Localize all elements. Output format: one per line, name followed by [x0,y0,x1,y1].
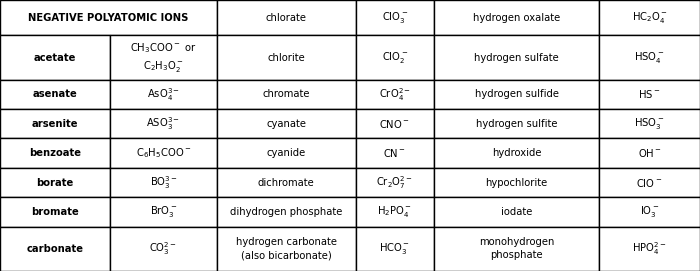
Text: $\mathregular{ClO^-}$: $\mathregular{ClO^-}$ [636,177,663,189]
Bar [434,0,599,36]
Text: iodate: iodate [501,207,532,217]
Bar [356,168,434,197]
Text: $\mathregular{Cr_2O_7^{2-}}$: $\mathregular{Cr_2O_7^{2-}}$ [377,174,413,191]
Text: dihydrogen phosphate: dihydrogen phosphate [230,207,342,217]
Text: $\mathregular{BrO_3^-}$: $\mathregular{BrO_3^-}$ [150,204,177,220]
Bar [110,227,217,271]
Bar [599,138,700,168]
Bar [0,138,110,168]
Bar [356,109,434,138]
Text: cyanide: cyanide [267,148,306,158]
Bar [434,227,599,271]
Bar [434,168,599,197]
Text: hydrogen sulfite: hydrogen sulfite [476,119,557,129]
Text: $\mathregular{CN^-}$: $\mathregular{CN^-}$ [384,147,406,159]
Bar [110,197,217,227]
Text: carbonate: carbonate [27,244,83,254]
Bar [110,138,217,168]
Bar [0,0,217,36]
Text: borate: borate [36,178,74,188]
Text: $\mathregular{AsO_4^{3-}}$: $\mathregular{AsO_4^{3-}}$ [147,86,180,103]
Bar [217,36,356,80]
Text: hypochlorite: hypochlorite [486,178,547,188]
Bar [434,80,599,109]
Bar [599,168,700,197]
Bar [356,197,434,227]
Text: $\mathregular{HCO_3^-}$: $\mathregular{HCO_3^-}$ [379,241,410,256]
Bar [356,36,434,80]
Text: $\mathregular{HS^-}$: $\mathregular{HS^-}$ [638,88,661,101]
Text: monohydrogen
phosphate: monohydrogen phosphate [479,237,554,260]
Text: chlorate: chlorate [266,13,307,23]
Text: hydroxide: hydroxide [492,148,541,158]
Bar [356,80,434,109]
Text: $\mathregular{OH^-}$: $\mathregular{OH^-}$ [638,147,662,159]
Text: $\mathregular{HC_2O_4^-}$: $\mathregular{HC_2O_4^-}$ [631,10,668,25]
Bar [110,80,217,109]
Text: chlorite: chlorite [267,53,305,63]
Bar [0,168,110,197]
Text: chromate: chromate [262,89,310,99]
Bar [0,80,110,109]
Bar [0,109,110,138]
Text: $\mathregular{CO_3^{2-}}$: $\mathregular{CO_3^{2-}}$ [150,240,177,257]
Bar [217,0,356,36]
Bar [356,0,434,36]
Bar [0,36,110,80]
Bar [434,138,599,168]
Text: hydrogen sulfate: hydrogen sulfate [474,53,559,63]
Bar [599,109,700,138]
Bar [599,36,700,80]
Text: $\mathregular{CrO_4^{2-}}$: $\mathregular{CrO_4^{2-}}$ [379,86,411,103]
Bar [110,109,217,138]
Bar [599,80,700,109]
Text: $\mathregular{CH_3COO^-}$ or
$\mathregular{C_2H_3O_2^-}$: $\mathregular{CH_3COO^-}$ or $\mathregul… [130,41,197,74]
Text: $\mathregular{IO_3^-}$: $\mathregular{IO_3^-}$ [640,204,659,220]
Text: benzoate: benzoate [29,148,81,158]
Text: $\mathregular{ClO_2^-}$: $\mathregular{ClO_2^-}$ [382,50,408,65]
Text: $\mathregular{H_2PO_4^-}$: $\mathregular{H_2PO_4^-}$ [377,204,412,220]
Bar [217,227,356,271]
Text: $\mathregular{CNO^-}$: $\mathregular{CNO^-}$ [379,118,410,130]
Bar [217,197,356,227]
Bar [599,0,700,36]
Text: $\mathregular{HPO_4^{2-}}$: $\mathregular{HPO_4^{2-}}$ [632,240,667,257]
Bar [0,227,110,271]
Bar [217,80,356,109]
Text: hydrogen carbonate
(also bicarbonate): hydrogen carbonate (also bicarbonate) [236,237,337,260]
Bar [110,36,217,80]
Bar [434,36,599,80]
Text: cyanate: cyanate [266,119,307,129]
Text: $\mathregular{ClO_3^-}$: $\mathregular{ClO_3^-}$ [382,10,408,25]
Text: $\mathregular{HSO_3^-}$: $\mathregular{HSO_3^-}$ [634,116,665,131]
Bar [599,197,700,227]
Bar [356,227,434,271]
Text: dichromate: dichromate [258,178,315,188]
Bar [217,138,356,168]
Text: NEGATIVE POLYATOMIC IONS: NEGATIVE POLYATOMIC IONS [28,13,189,23]
Bar [217,109,356,138]
Text: arsenite: arsenite [32,119,78,129]
Text: $\mathregular{ASO_3^{3-}}$: $\mathregular{ASO_3^{3-}}$ [146,115,181,132]
Text: bromate: bromate [31,207,79,217]
Text: hydrogen sulfide: hydrogen sulfide [475,89,559,99]
Bar [434,109,599,138]
Bar [434,197,599,227]
Text: acetate: acetate [34,53,76,63]
Bar [356,138,434,168]
Text: asenate: asenate [33,89,77,99]
Bar [110,168,217,197]
Text: hydrogen oxalate: hydrogen oxalate [473,13,560,23]
Bar [0,197,110,227]
Text: $\mathregular{HSO_4^-}$: $\mathregular{HSO_4^-}$ [634,50,665,65]
Bar [217,168,356,197]
Text: $\mathregular{C_6H_5COO^-}$: $\mathregular{C_6H_5COO^-}$ [136,146,191,160]
Text: $\mathregular{BO_3^{3-}}$: $\mathregular{BO_3^{3-}}$ [150,174,177,191]
Bar [599,227,700,271]
